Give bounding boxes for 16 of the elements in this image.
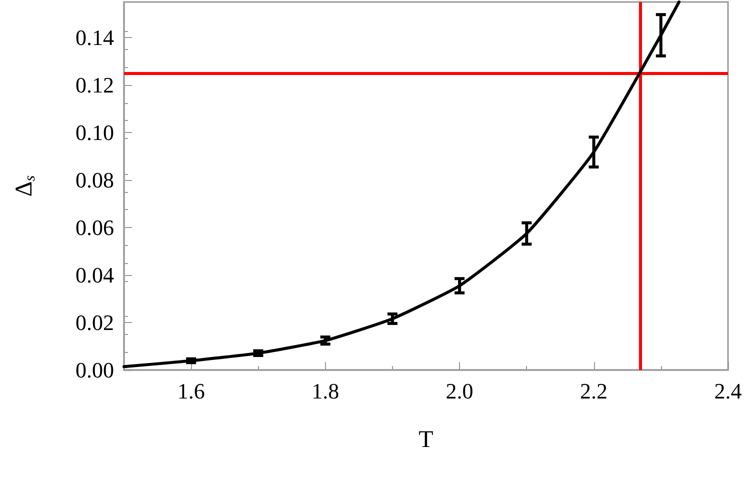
y-tick-label: 0.12 [76, 72, 114, 98]
y-tick-label: 0.00 [76, 358, 114, 382]
y-tick-label: 0.10 [76, 120, 114, 146]
y-tick-label: 0.02 [76, 310, 114, 336]
y-tick-label: 0.06 [76, 215, 114, 240]
x-tick-label: 2.2 [580, 378, 608, 404]
x-tick-label: 1.8 [312, 378, 340, 404]
y-tick-label: 0.04 [76, 262, 114, 288]
x-tick-label: 2.0 [446, 378, 474, 404]
y-tick-label: 0.14 [76, 25, 114, 50]
line-series [122, 0, 681, 368]
x-axis-title: T [418, 427, 434, 453]
x-tick-label: 2.4 [714, 378, 742, 404]
y-tick-label: 0.08 [76, 168, 114, 193]
y-axis-title: Δs [12, 175, 38, 197]
x-tick-label: 1.6 [177, 378, 205, 404]
